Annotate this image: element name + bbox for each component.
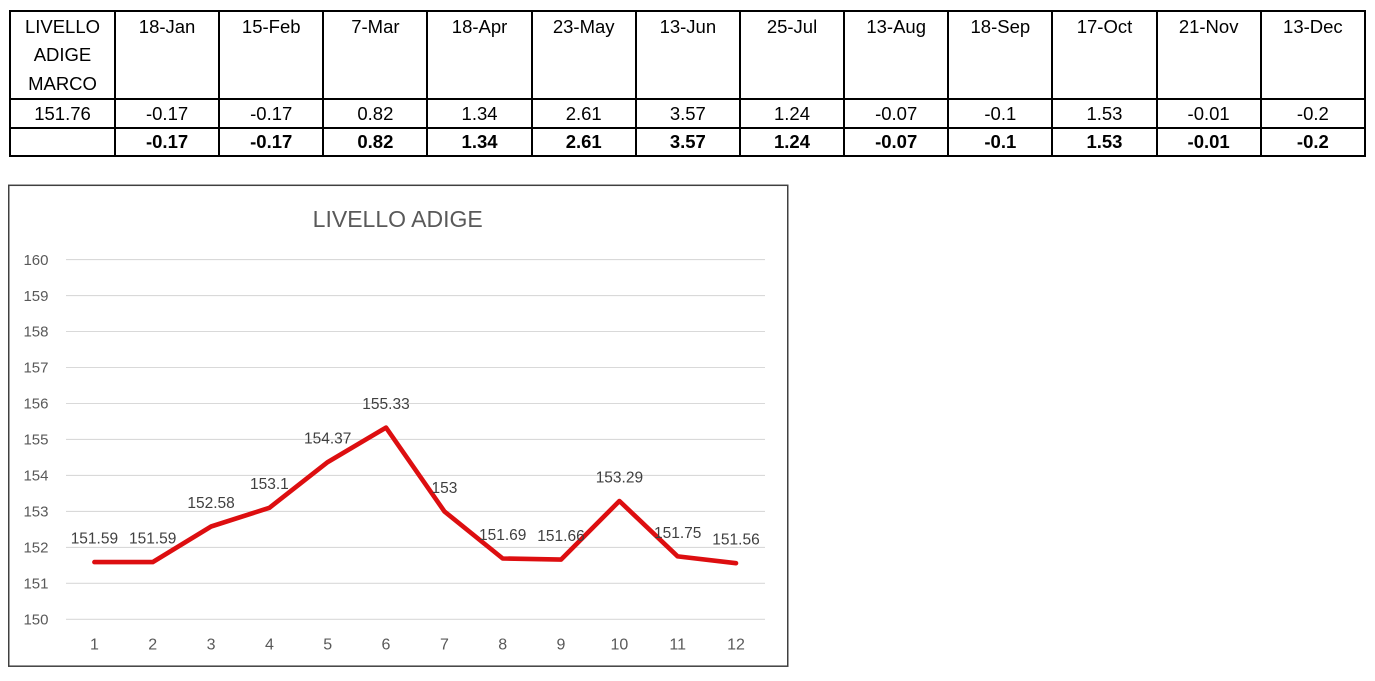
svg-text:LIVELLO ADIGE: LIVELLO ADIGE bbox=[313, 206, 483, 232]
svg-text:151.56: 151.56 bbox=[712, 532, 759, 549]
svg-text:4: 4 bbox=[265, 636, 274, 653]
svg-text:153.29: 153.29 bbox=[596, 469, 643, 486]
svg-text:8: 8 bbox=[498, 636, 507, 653]
svg-text:153: 153 bbox=[431, 480, 457, 497]
svg-text:151: 151 bbox=[23, 576, 48, 593]
svg-text:7: 7 bbox=[440, 636, 449, 653]
svg-text:155.33: 155.33 bbox=[362, 396, 409, 413]
svg-text:158: 158 bbox=[23, 324, 48, 341]
svg-text:152.58: 152.58 bbox=[187, 495, 234, 512]
svg-text:153: 153 bbox=[23, 504, 48, 521]
svg-text:151.69: 151.69 bbox=[479, 527, 526, 544]
svg-text:6: 6 bbox=[382, 636, 391, 653]
svg-text:154.37: 154.37 bbox=[304, 431, 351, 448]
svg-text:10: 10 bbox=[611, 636, 629, 653]
svg-text:153.1: 153.1 bbox=[250, 476, 289, 493]
svg-text:5: 5 bbox=[323, 636, 332, 653]
svg-text:12: 12 bbox=[727, 636, 745, 653]
svg-text:150: 150 bbox=[23, 612, 48, 629]
svg-text:11: 11 bbox=[669, 636, 686, 653]
svg-text:151.75: 151.75 bbox=[654, 525, 701, 542]
svg-text:157: 157 bbox=[23, 360, 48, 377]
svg-text:9: 9 bbox=[557, 636, 566, 653]
svg-text:1: 1 bbox=[90, 636, 99, 653]
svg-text:155: 155 bbox=[23, 432, 48, 449]
svg-text:3: 3 bbox=[207, 636, 216, 653]
svg-text:156: 156 bbox=[23, 396, 48, 413]
svg-text:154: 154 bbox=[23, 468, 48, 485]
svg-text:160: 160 bbox=[23, 252, 48, 269]
svg-text:2: 2 bbox=[148, 636, 157, 653]
svg-text:151.59: 151.59 bbox=[129, 531, 176, 548]
svg-text:152: 152 bbox=[23, 540, 48, 557]
svg-text:151.66: 151.66 bbox=[537, 528, 584, 545]
svg-text:151.59: 151.59 bbox=[71, 531, 118, 548]
svg-text:159: 159 bbox=[23, 288, 48, 305]
